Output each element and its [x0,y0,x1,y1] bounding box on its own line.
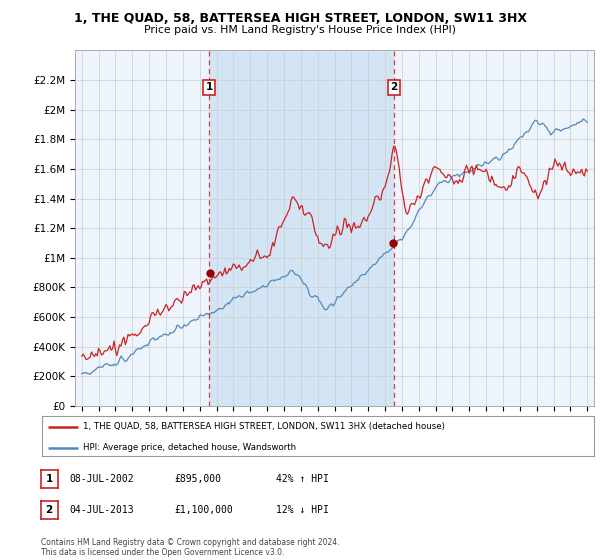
Text: 2: 2 [390,82,397,92]
Text: Contains HM Land Registry data © Crown copyright and database right 2024.
This d: Contains HM Land Registry data © Crown c… [41,538,340,557]
Text: 12% ↓ HPI: 12% ↓ HPI [276,505,329,515]
Text: £1,100,000: £1,100,000 [174,505,233,515]
Text: HPI: Average price, detached house, Wandsworth: HPI: Average price, detached house, Wand… [83,443,296,452]
Text: 2: 2 [46,505,53,515]
Bar [209,50,394,406]
Text: 1: 1 [205,82,212,92]
Text: 1, THE QUAD, 58, BATTERSEA HIGH STREET, LONDON, SW11 3HX (detached house): 1, THE QUAD, 58, BATTERSEA HIGH STREET, … [83,422,445,431]
Text: Price paid vs. HM Land Registry's House Price Index (HPI): Price paid vs. HM Land Registry's House … [144,25,456,35]
Text: 42% ↑ HPI: 42% ↑ HPI [276,474,329,484]
Text: £895,000: £895,000 [174,474,221,484]
Text: 1, THE QUAD, 58, BATTERSEA HIGH STREET, LONDON, SW11 3HX: 1, THE QUAD, 58, BATTERSEA HIGH STREET, … [74,12,527,25]
Text: 04-JUL-2013: 04-JUL-2013 [69,505,134,515]
Text: 08-JUL-2002: 08-JUL-2002 [69,474,134,484]
Text: 1: 1 [46,474,53,484]
